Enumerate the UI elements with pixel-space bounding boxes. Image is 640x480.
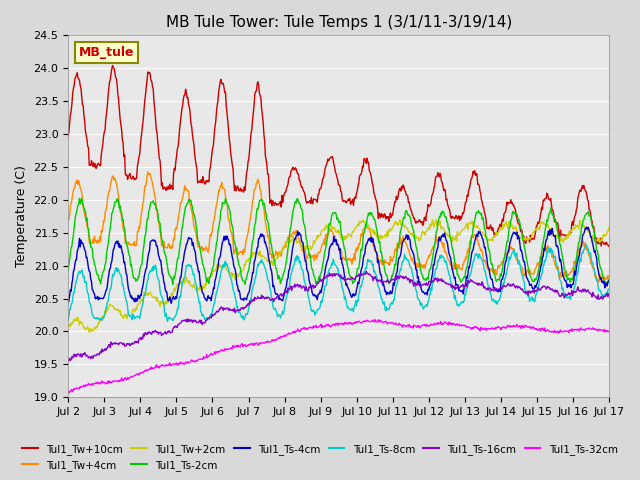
Title: MB Tule Tower: Tule Temps 1 (3/1/11-3/19/14): MB Tule Tower: Tule Temps 1 (3/1/11-3/19…	[166, 15, 512, 30]
Text: MB_tule: MB_tule	[79, 46, 134, 59]
Legend: Tul1_Tw+10cm, Tul1_Tw+4cm, Tul1_Tw+2cm, Tul1_Ts-2cm, Tul1_Ts-4cm, Tul1_Ts-8cm, T: Tul1_Tw+10cm, Tul1_Tw+4cm, Tul1_Tw+2cm, …	[19, 439, 621, 475]
Y-axis label: Temperature (C): Temperature (C)	[15, 166, 28, 267]
